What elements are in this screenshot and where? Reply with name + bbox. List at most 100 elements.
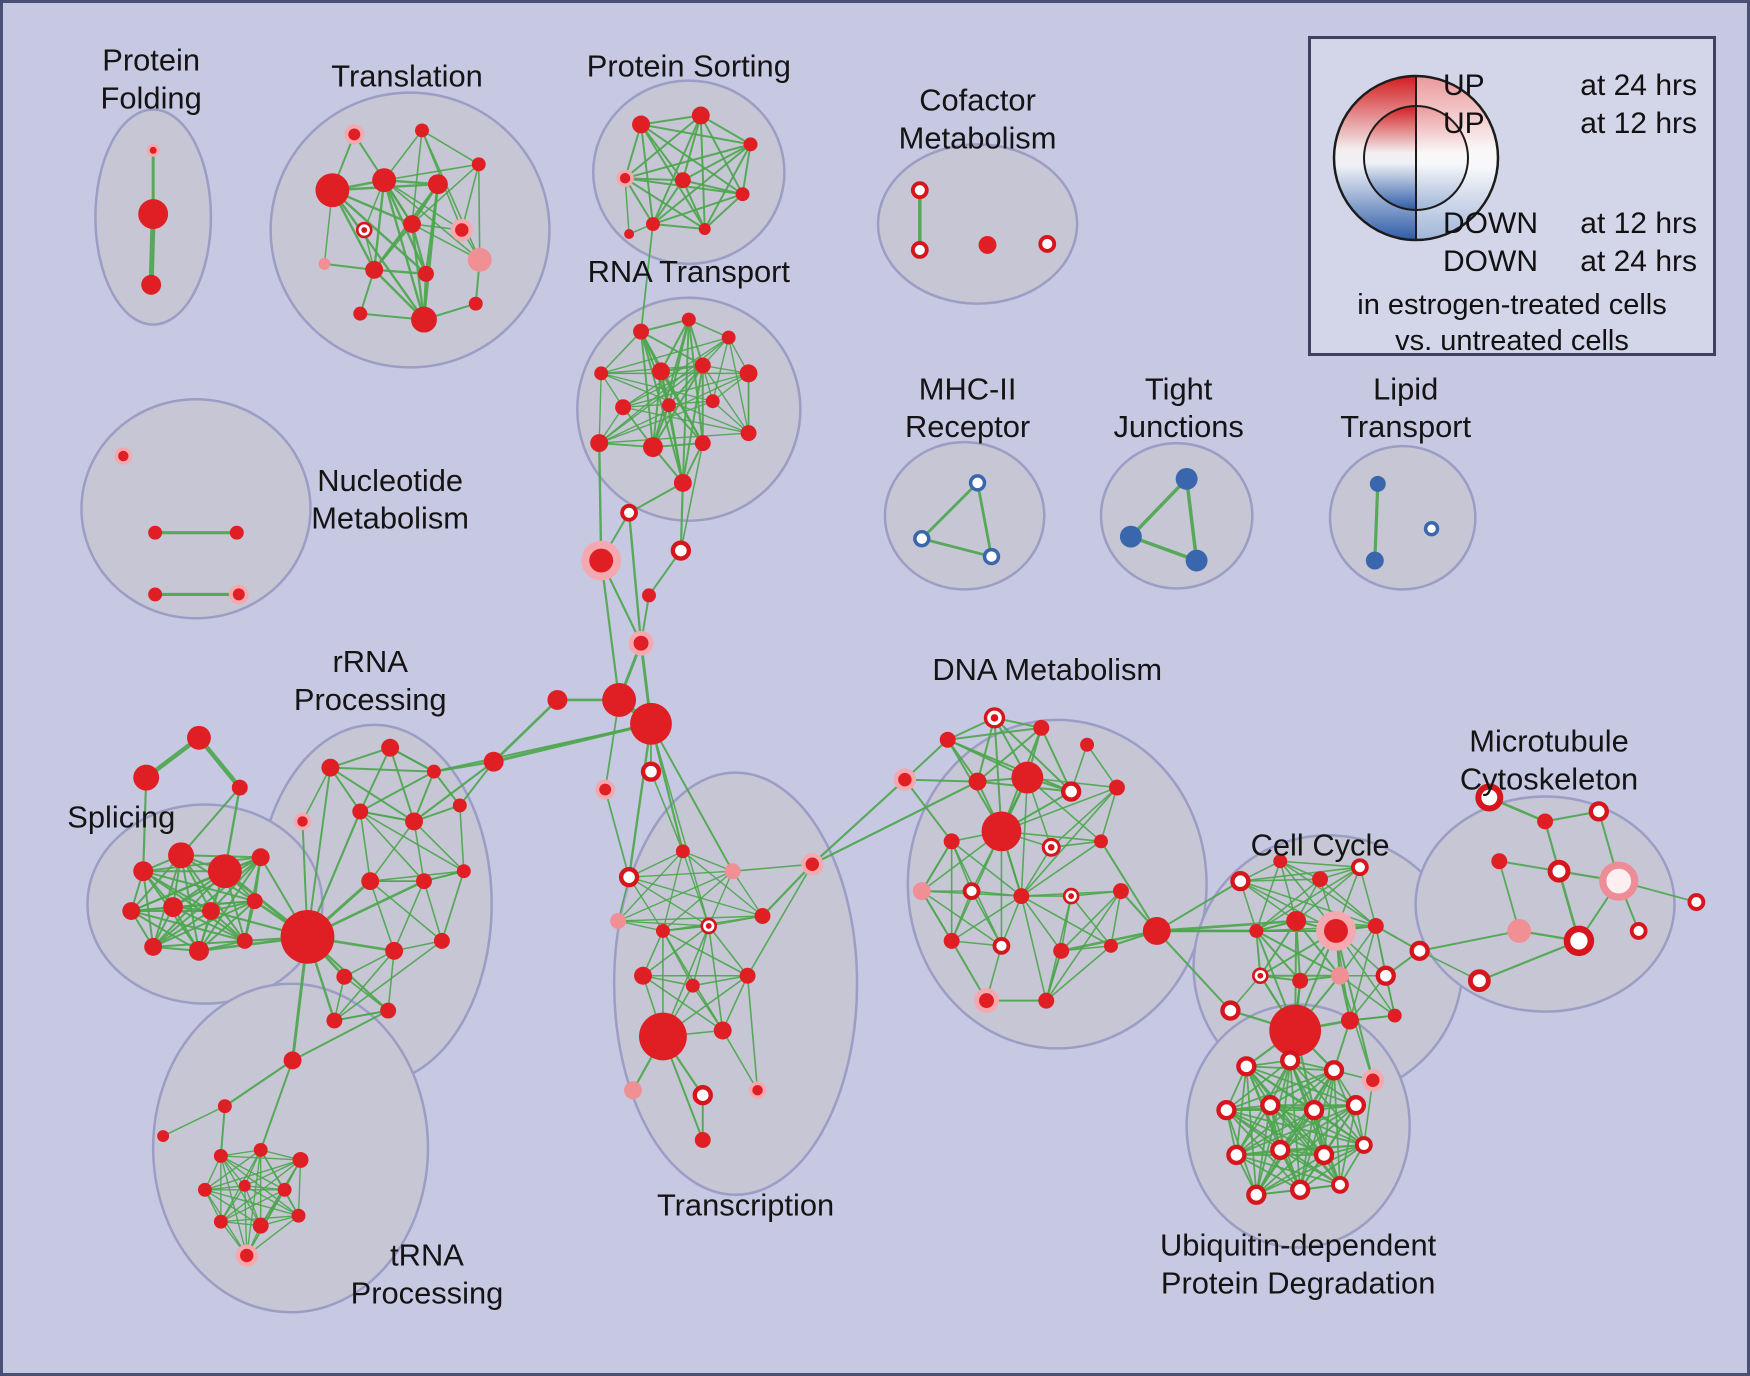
network-edge [223,1059,294,1108]
network-edge [920,840,953,893]
network-edge [359,810,372,882]
cluster-label-rrna-processing: rRNA [332,644,408,679]
network-edge [667,404,684,484]
network-edge [976,716,996,783]
network-node [1230,870,1251,892]
network-edge [1045,949,1063,1002]
cluster-label-ubiquitin-degradation: Protein Degradation [1161,1265,1435,1300]
network-node [1331,1175,1349,1194]
network-node-center-dot [1047,843,1055,851]
cluster-label-tight-junctions: Junctions [1113,409,1243,444]
network-edge [220,1185,246,1223]
network-node [670,540,692,561]
cluster-label-tight-junctions: Tight [1145,371,1213,406]
legend-up24-direction: UP [1443,69,1485,102]
network-edge [708,915,764,927]
cluster-label-splicing: Splicing [67,799,175,834]
network-edge [624,143,752,180]
network-edge [640,123,654,226]
network-node [1423,520,1440,537]
network-edge [1323,1069,1335,1156]
network-edge [679,481,684,552]
network-edge [204,1149,262,1191]
network-node [168,842,194,869]
network-node [292,1151,309,1168]
network-edge [1295,866,1361,922]
network-node [681,312,696,327]
network-node [163,897,184,917]
network-edge [329,746,392,769]
cluster-ellipse-lipid-transport [1328,444,1477,591]
network-edge [628,876,764,917]
legend-note-line1: in estrogen-treated cells [1357,289,1667,321]
network-edge [1070,890,1122,897]
network-node-center-dot [990,714,999,722]
network-edge [1155,880,1242,932]
network-edge [651,114,702,226]
network-edge [731,870,764,917]
network-edge [1235,1109,1315,1156]
network-node [1185,549,1208,572]
network-node [1547,859,1571,883]
legend-row-down-12: DOWN at 12 hrs [1443,207,1697,240]
network-edge [617,870,734,922]
network-edge [359,810,425,882]
network-node [380,1002,397,1019]
network-node [740,425,757,442]
network-node [252,1217,269,1234]
network-node [1033,719,1050,736]
cluster-label-lipid-transport: Transport [1340,409,1471,444]
cluster-label-mhc-ii-receptor: MHC-II [919,371,1017,406]
network-node-center-dot [361,227,368,233]
cluster-label-ubiquitin-degradation: Ubiquitin-dependent [1160,1228,1437,1263]
network-node-center-dot [1257,972,1264,979]
cluster-ellipse-tight-junctions [1099,441,1254,590]
network-node [618,867,640,888]
cluster-ellipse-dna-metabolism [906,718,1208,1050]
network-edge [1269,1104,1341,1186]
network-node [1289,1179,1311,1200]
network-edge [423,880,443,942]
network-edge [152,856,262,948]
network-node [1316,911,1356,951]
network-node [691,106,710,125]
network-edge [1289,1059,1302,1191]
network-node [968,474,987,492]
network-edge [1255,866,1361,932]
cluster-label-mhc-ii-receptor: Receptor [905,409,1030,444]
legend-gradient-glyph [1332,74,1500,242]
network-node [630,702,672,745]
network-node [1226,1144,1247,1166]
network-node [675,844,690,859]
network-edge [1026,776,1102,843]
network-node [1365,551,1384,570]
network-edge [1279,1149,1341,1186]
network-node [743,137,758,152]
network-edge [1000,786,1118,833]
network-edge [598,336,730,444]
network-node [1112,883,1129,900]
network-edge [1339,974,1374,1082]
cluster-label-cofactor-metabolism: Metabolism [899,120,1057,155]
network-node [1507,918,1532,943]
network-edge [617,850,684,922]
cluster-label-microtubule-cytoskeleton: Microtubule [1469,724,1629,759]
network-node [713,1021,732,1040]
network-node [1409,940,1430,962]
network-node [231,779,248,796]
network-node [418,265,434,282]
network-edge [681,318,690,484]
network-edge [712,400,750,434]
network-node [694,357,711,374]
network-node [1340,1011,1359,1030]
network-edge [1239,880,1297,922]
network-node [235,1244,258,1267]
network-node [1011,761,1044,794]
network-edge [301,766,332,823]
network-node [1629,922,1648,940]
network-edge [681,179,744,196]
network-node [1094,834,1108,849]
network-edge [699,114,752,146]
network-node [1475,783,1504,812]
network-edge [1334,929,1374,1082]
